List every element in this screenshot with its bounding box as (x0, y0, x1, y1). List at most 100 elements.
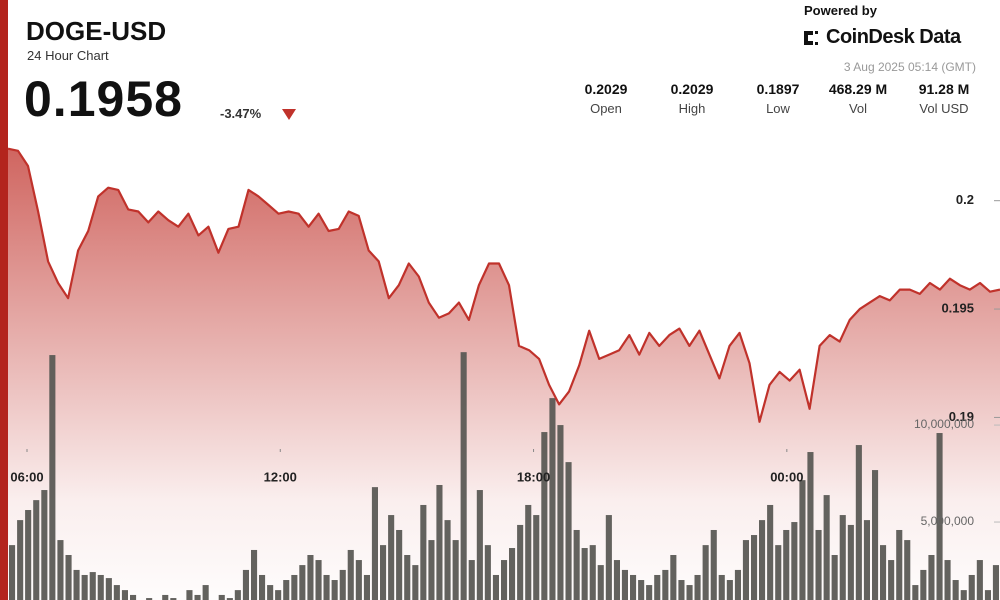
x-tick-label: 12:00 (264, 469, 297, 484)
volume-bar (412, 565, 419, 600)
volume-bar (65, 555, 72, 600)
volume-bar (928, 555, 935, 600)
volume-bar (904, 540, 911, 600)
volume-bar (775, 545, 782, 600)
volume-bar (380, 545, 387, 600)
volume-bar (476, 490, 483, 600)
volume-bar (984, 590, 991, 600)
volume-bar (41, 490, 48, 600)
volume-bar (420, 504, 427, 600)
volume-bar (371, 487, 378, 600)
volume-bar (831, 555, 838, 600)
change: -3.47% (220, 106, 262, 121)
volume-bar (694, 574, 701, 600)
stat: 468.29 M Vol (818, 81, 898, 116)
volume-bar (960, 590, 967, 600)
volume-bar (605, 515, 612, 600)
stat-value: 0.2029 (584, 81, 628, 97)
volume-bar (662, 569, 669, 600)
volume-bar (630, 574, 637, 600)
price-area (8, 148, 1000, 600)
volume-bar (170, 598, 177, 600)
volume-bar (73, 569, 80, 600)
volume-bar (436, 484, 443, 600)
volume-bar (863, 520, 870, 600)
volume-bar (130, 594, 137, 600)
volume-bar (25, 510, 32, 600)
volume-bar (557, 425, 564, 600)
volume-bar (791, 522, 798, 600)
volume-bar (194, 594, 201, 600)
x-tick-label: 00:00 (770, 469, 803, 484)
volume-bar (992, 565, 999, 600)
stat-label: Vol USD (919, 101, 969, 116)
volume-bar (654, 574, 661, 600)
volume-bar (952, 580, 959, 600)
volume-bar (113, 585, 120, 600)
stat-label: Open (590, 101, 622, 116)
volume-bar (388, 515, 395, 600)
volume-bar (759, 520, 766, 600)
volume-bar (267, 585, 274, 600)
volume-bar (234, 590, 241, 600)
volume-bar (501, 560, 508, 600)
volume-bar (638, 580, 645, 600)
stat-value: 0.2029 (670, 81, 714, 97)
stat-label: Low (766, 101, 790, 116)
volume-bar (742, 540, 749, 600)
y-tick-label: 0.195 (941, 300, 974, 315)
volume-bar (847, 524, 854, 600)
stat-label: Vol (848, 101, 868, 116)
volume-bar (799, 480, 806, 600)
volume-bar (452, 540, 459, 600)
volume-bar (97, 574, 104, 600)
volume-bar (202, 585, 209, 600)
volume-bar (57, 540, 64, 600)
y-tick-label: 0.2 (956, 192, 974, 207)
volume-bar (525, 504, 532, 600)
volume-bar (355, 560, 362, 600)
price-line (7, 147, 1000, 423)
volume-bar (468, 560, 475, 600)
volume-bar (275, 590, 282, 600)
y2-tick-label: 10,000,000 (914, 417, 974, 431)
stat-label: High (678, 101, 706, 116)
volume-bar (726, 580, 733, 600)
volume-bar (968, 574, 975, 600)
volume-bar (509, 548, 516, 600)
y-tick-label: 0.19 (949, 409, 974, 424)
volume-bar (710, 529, 717, 600)
volume-bar (428, 540, 435, 600)
volume-bar (783, 529, 790, 600)
volume-bar (718, 574, 725, 600)
brand: CoinDesk Data (826, 26, 961, 48)
volume-bar (492, 574, 499, 600)
volume-bar (855, 445, 862, 600)
volume-bar (872, 470, 879, 600)
volume-bar (581, 548, 588, 600)
volume-bar (815, 529, 822, 600)
volume-bar (646, 585, 653, 600)
volume-bar (823, 495, 830, 600)
volume-bar (621, 569, 628, 600)
volume-bar (283, 580, 290, 600)
stat-value: 468.29 M (828, 81, 888, 97)
volume-bar (315, 560, 322, 600)
stat: 0.2029 High (652, 81, 732, 116)
volume-bar (589, 545, 596, 600)
volume-bar (9, 545, 16, 600)
powered-by: Powered by (804, 3, 877, 18)
x-tick-label: 06:00 (10, 469, 43, 484)
volume-bar (33, 500, 40, 600)
volume-bar (242, 569, 249, 600)
volume-bar (597, 565, 604, 600)
timestamp: 3 Aug 2025 05:14 (GMT) (843, 60, 976, 74)
stat-value: 0.1897 (756, 81, 800, 97)
volume-bar (17, 520, 24, 600)
accent-strip (0, 0, 8, 600)
volume-bar (162, 594, 169, 600)
volume-bar (218, 594, 225, 600)
volume-bar (678, 580, 685, 600)
